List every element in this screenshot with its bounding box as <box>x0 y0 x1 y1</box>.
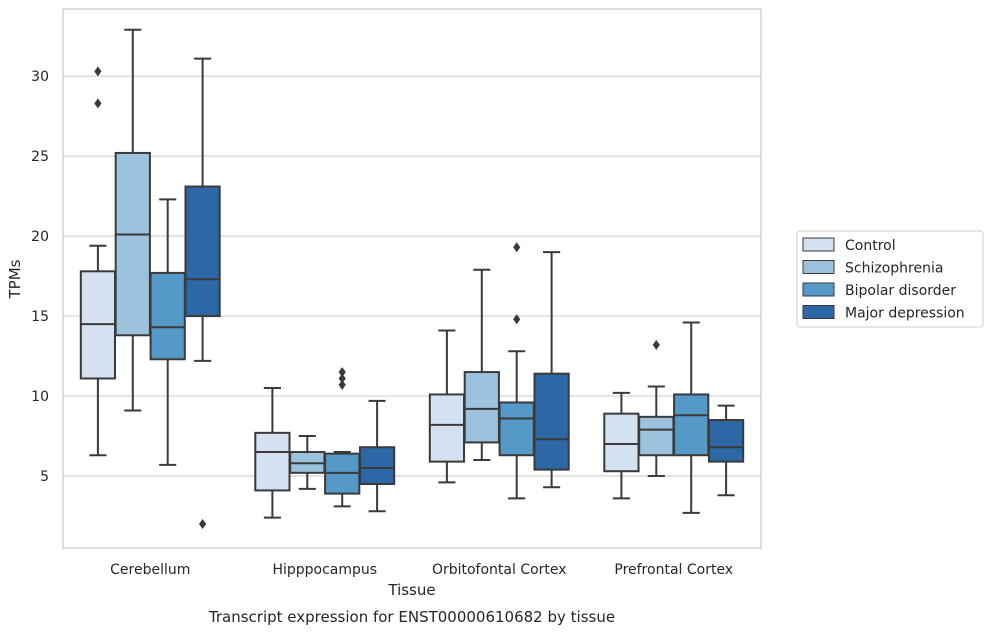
legend-swatch <box>802 237 835 252</box>
box-group <box>149 198 186 466</box>
legend-label: Schizophrenia <box>845 261 943 277</box>
box-iqr <box>638 415 675 457</box>
y-axis-title: TPMs <box>6 259 24 299</box>
y-tick-label: 5 <box>40 469 49 485</box>
y-tick-label: 30 <box>31 69 49 85</box>
outlier-point <box>513 314 521 325</box>
y-tick-label: 15 <box>31 309 49 325</box>
box-group <box>673 321 710 514</box>
outlier-point <box>338 367 346 378</box>
plot-frame <box>62 8 762 549</box>
outlier-point <box>513 242 521 253</box>
legend-label: Control <box>845 238 896 254</box>
y-tick-label: 25 <box>31 149 49 165</box>
box-iqr <box>428 393 466 463</box>
boxes <box>79 28 745 530</box>
box-group <box>324 367 361 508</box>
outlier-point <box>338 373 346 384</box>
y-tick-labels: 5 10 15 20 25 30 <box>31 69 49 485</box>
box-iqr <box>533 372 570 471</box>
outlier-point <box>338 379 346 390</box>
box-iqr <box>498 401 535 457</box>
box-group <box>358 399 396 513</box>
x-tick-label: Cerebellum <box>110 562 190 578</box>
y-tick-label: 10 <box>31 389 49 405</box>
figure-caption: Transcript expression for ENST0000061068… <box>208 608 615 626</box>
box-iqr <box>184 185 221 318</box>
box-group <box>114 28 151 412</box>
box-group <box>603 391 640 500</box>
legend-swatch <box>802 305 835 319</box>
y-tick-label: 20 <box>31 229 49 245</box>
box-iqr <box>463 371 500 444</box>
box-group <box>79 66 117 457</box>
outlier-point <box>199 519 207 530</box>
box-iqr <box>254 431 291 492</box>
box-group <box>638 339 675 478</box>
box-iqr <box>358 446 396 486</box>
box-group <box>289 435 326 490</box>
box-group <box>184 57 221 530</box>
x-tick-labels: Cerebellum Hipppocampus Orbitofontal Corte… <box>110 562 733 578</box>
box-iqr <box>603 412 640 473</box>
box-group <box>533 251 570 489</box>
box-iqr <box>673 393 710 457</box>
outlier-point <box>94 66 102 77</box>
outlier-point <box>94 98 102 109</box>
legend-label: Bipolar disorder <box>845 283 956 299</box>
legend-swatch <box>802 282 835 297</box>
legend-label: Major depression <box>845 306 965 322</box>
box-group <box>498 242 535 500</box>
legend-swatch <box>802 260 835 274</box>
box-group <box>254 387 291 519</box>
box-iqr <box>114 151 151 337</box>
outlier-point <box>652 339 660 350</box>
box-iqr <box>707 419 745 463</box>
x-axis-title: Tissue <box>387 581 435 599</box>
x-tick-label: Prefrontal Cortex <box>614 562 733 578</box>
x-tick-label: Hipppocampus <box>272 562 377 578</box>
legend: Control Schizophrenia Bipolar disorder Majo… <box>796 230 984 328</box>
box-group <box>707 404 745 497</box>
box-iqr <box>149 271 186 361</box>
box-group <box>428 329 466 484</box>
box-group <box>463 268 500 462</box>
x-tick-label: Orbitofontal Cortex <box>432 562 567 578</box>
legend-frame <box>796 230 984 328</box>
